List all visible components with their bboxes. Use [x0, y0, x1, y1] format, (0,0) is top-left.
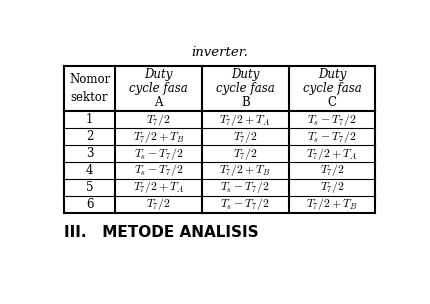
Text: $T_7/2$: $T_7/2$	[146, 196, 171, 212]
Text: $T_7/2$: $T_7/2$	[233, 146, 258, 161]
Text: $T_s - T_7/2$: $T_s - T_7/2$	[307, 112, 357, 128]
Text: $T_7/2 + T_A$: $T_7/2 + T_A$	[306, 146, 358, 161]
Text: $T_7/2 + T_A$: $T_7/2 + T_A$	[219, 112, 271, 128]
Text: 3: 3	[86, 147, 93, 160]
Text: $T_s - T_7/2$: $T_s - T_7/2$	[221, 179, 270, 195]
Text: 2: 2	[86, 130, 93, 143]
Text: $T_7/2$: $T_7/2$	[319, 162, 344, 178]
Text: $T_s - T_7/2$: $T_s - T_7/2$	[134, 162, 184, 178]
Text: Nomor
sektor: Nomor sektor	[69, 73, 110, 104]
Text: III.   METODE ANALISIS: III. METODE ANALISIS	[64, 225, 258, 240]
Text: cycle fasa: cycle fasa	[216, 82, 275, 95]
Text: Duty: Duty	[231, 68, 260, 81]
Text: 4: 4	[86, 164, 93, 177]
Text: $T_7/2 + T_A$: $T_7/2 + T_A$	[133, 179, 184, 195]
Text: 1: 1	[86, 113, 93, 126]
Text: cycle fasa: cycle fasa	[303, 82, 361, 95]
Text: Duty: Duty	[144, 68, 173, 81]
Text: $T_7/2 + T_B$: $T_7/2 + T_B$	[306, 196, 358, 212]
Text: $T_7/2$: $T_7/2$	[233, 129, 258, 145]
Text: $T_7/2 + T_B$: $T_7/2 + T_B$	[219, 162, 271, 178]
Text: $T_s - T_7/2$: $T_s - T_7/2$	[221, 196, 270, 212]
Text: $T_7/2 + T_B$: $T_7/2 + T_B$	[133, 129, 185, 145]
Text: Duty: Duty	[318, 68, 346, 81]
Text: A: A	[154, 96, 163, 109]
Text: $T_7/2$: $T_7/2$	[319, 179, 344, 195]
Text: $T_s - T_7/2$: $T_s - T_7/2$	[134, 146, 184, 161]
Text: cycle fasa: cycle fasa	[129, 82, 188, 95]
Text: $T_7/2$: $T_7/2$	[146, 112, 171, 128]
Text: 6: 6	[86, 198, 93, 211]
Text: C: C	[328, 96, 337, 109]
Text: $T_s - T_7/2$: $T_s - T_7/2$	[307, 129, 357, 145]
Text: B: B	[241, 96, 250, 109]
Text: 5: 5	[86, 181, 93, 194]
Text: inverter.: inverter.	[191, 46, 248, 59]
